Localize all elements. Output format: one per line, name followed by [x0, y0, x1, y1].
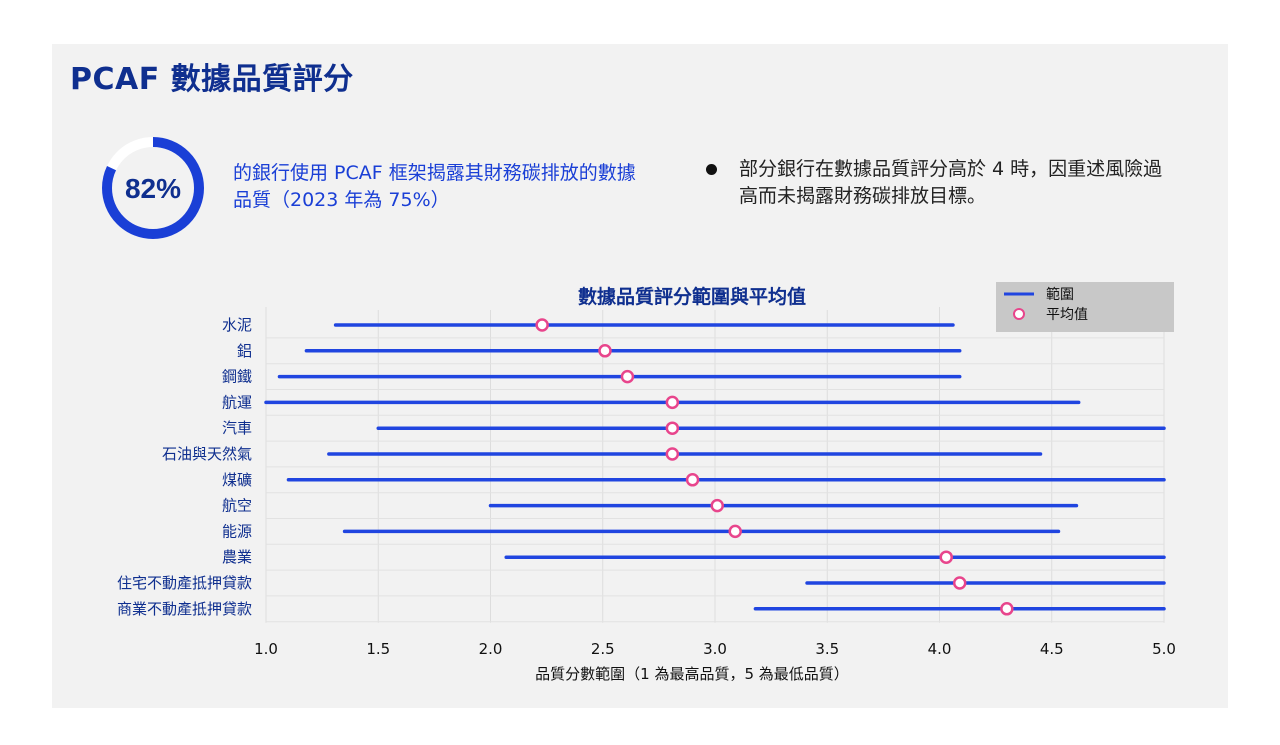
category-label: 水泥: [222, 316, 252, 334]
category-label: 鋼鐵: [222, 368, 252, 386]
category-label: 航運: [222, 393, 252, 411]
category-label: 商業不動產抵押貸款: [117, 600, 252, 618]
legend-mean-swatch: [1013, 308, 1025, 320]
mean-marker: [665, 395, 680, 410]
category-label: 石油與天然氣: [162, 445, 252, 463]
note-text: 部分銀行在數據品質評分高於 4 時，因重述風險過高而未揭露財務碳排放目標。: [739, 158, 1163, 207]
legend-mean-label: 平均值: [1046, 307, 1088, 323]
x-tick-label: 2.0: [479, 640, 503, 658]
kpi-ring-fill: [102, 137, 204, 239]
mean-layer: [535, 318, 1014, 616]
mean-marker: [685, 473, 700, 487]
x-tick-label: 2.5: [591, 640, 615, 658]
grid-layer: [265, 307, 1165, 623]
legend: 範圍 平均值: [996, 282, 1174, 332]
range-layer: [264, 323, 1166, 611]
mean-marker: [939, 550, 953, 564]
chart-title: 數據品質評分範圍與平均值: [578, 285, 806, 308]
x-tick-label: 3.5: [815, 640, 839, 658]
chart-title-bg: [360, 284, 912, 310]
legend-range-label: 範圍: [1046, 286, 1074, 303]
mean-marker: [1000, 602, 1014, 616]
x-tick-label: 1.5: [366, 640, 390, 658]
x-tick-label: 3.0: [703, 640, 727, 658]
mean-marker: [665, 421, 680, 435]
mean-marker: [620, 369, 635, 384]
category-label: 能源: [222, 522, 252, 540]
x-axis-title: 品質分數範圍（1 為最高品質，5 為最低品質）: [535, 665, 849, 683]
category-label: 鋁: [237, 342, 252, 360]
bullet-icon: [706, 164, 717, 175]
mean-marker: [535, 318, 549, 332]
label-layer: 1.0 1.5 2.0 2.5 3.0 3.5 4.0 4.5 5.0 水泥鋁鋼鐵航運汽車石油與天…: [117, 316, 1176, 658]
category-label: 煤礦: [222, 471, 252, 489]
mean-marker: [728, 524, 742, 539]
x-tick-label: 4.5: [1040, 640, 1064, 658]
x-tick-label: 5.0: [1152, 640, 1176, 658]
note-bullet: 部分銀行在數據品質評分高於 4 時，因重述風險過高而未揭露財務碳排放目標。: [706, 156, 1176, 210]
category-label: 住宅不動產抵押貸款: [117, 574, 252, 592]
category-label: 農業: [222, 548, 252, 566]
kpi-description: 的銀行使用 PCAF 框架揭露其財務碳排放的數據品質（2023 年為 75%）: [233, 162, 636, 211]
mean-marker: [710, 498, 724, 513]
legend-box: [996, 282, 1174, 332]
kpi-value: 82%: [125, 173, 181, 204]
page-title: PCAF 數據品質評分: [70, 62, 354, 97]
category-label: 航空: [222, 497, 252, 515]
x-tick-label: 4.0: [928, 640, 952, 658]
mean-marker: [598, 344, 612, 358]
mean-marker: [665, 447, 680, 461]
category-label: 汽車: [222, 419, 252, 437]
mean-marker: [952, 576, 967, 590]
x-tick-label: 1.0: [254, 640, 278, 658]
kpi-progress-ring: 82%: [102, 137, 204, 239]
